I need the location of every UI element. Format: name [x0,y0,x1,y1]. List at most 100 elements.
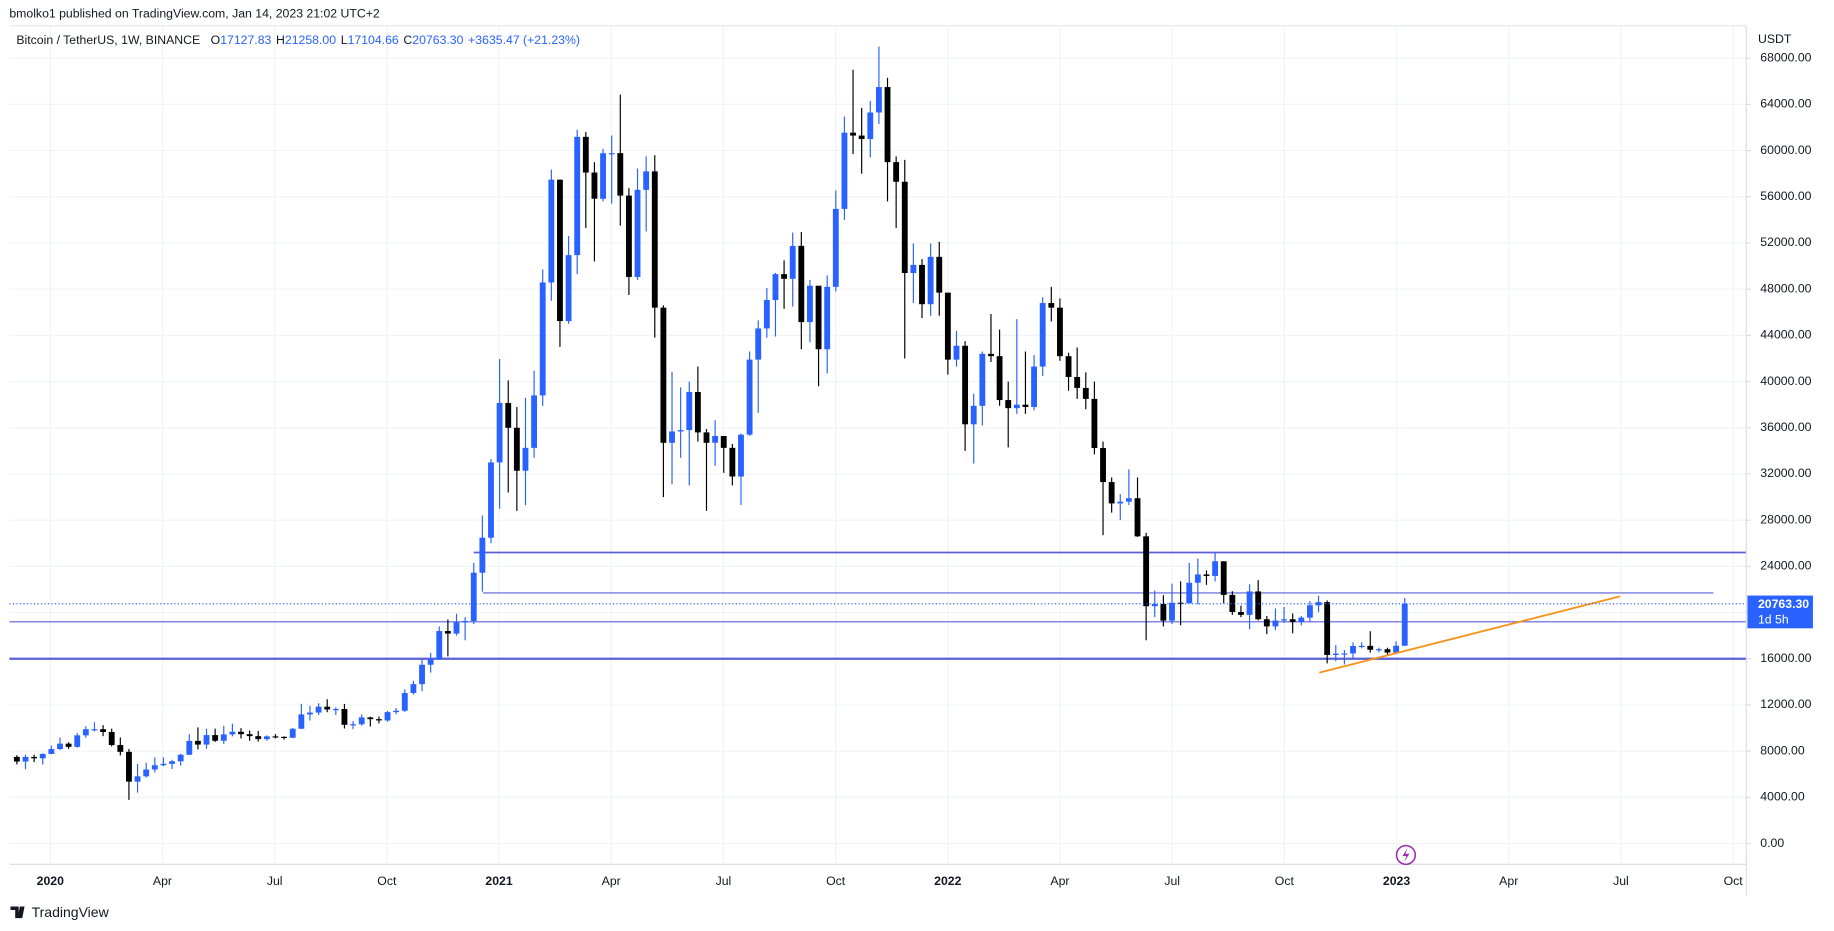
y-tick-label: 36000.00 [1760,420,1811,434]
candle-body [1108,482,1115,504]
candle-body [479,537,486,573]
candle-body [884,87,891,163]
x-tick-label: 2020 [37,874,64,888]
legend-key: H [276,33,285,47]
price-axis-unit: USDT [1758,32,1792,46]
y-tick-label: 56000.00 [1760,189,1811,203]
candle-body [1082,387,1089,399]
candle-body [1005,400,1012,409]
candle-body [729,447,736,477]
legend-value: 20763.30 [412,33,463,47]
candle-body [1048,303,1055,308]
candle-body [1212,561,1219,576]
candle-body [712,435,719,443]
countdown-label: 1d 5h [1758,612,1789,626]
candle-body [557,179,563,322]
y-tick-label: 40000.00 [1760,374,1811,388]
candle-body [979,353,986,406]
candle-body [48,749,55,754]
x-tick-label: 2022 [934,874,961,888]
candle-body [841,132,848,209]
candle-body [1013,404,1020,409]
candle-body [1289,619,1296,622]
candle-body [341,708,348,725]
candle-body [513,427,520,471]
candle-body [31,756,38,759]
candle-body [600,153,606,199]
candle-body [151,765,158,770]
legend-key: C [403,33,412,47]
candle-body [1229,594,1236,612]
candle-body [367,717,374,720]
x-tick-label: Apr [602,874,621,888]
candle-body [134,776,141,782]
candle-body [832,208,839,287]
candle-body [1375,649,1382,651]
candle-body [970,405,977,425]
y-tick-label: 28000.00 [1760,512,1811,526]
candle-body [1341,653,1348,655]
candle-body [453,622,460,634]
candle-body [807,285,813,323]
candle-body [57,743,63,750]
candle-body [436,631,443,660]
candle-body [169,761,175,764]
candle-body [548,179,555,283]
candle-body [539,282,546,396]
candle-body [1238,611,1244,615]
y-tick-label: 48000.00 [1760,281,1811,295]
candle-body [298,714,305,729]
y-tick-label: 44000.00 [1760,328,1811,342]
candle-body [350,724,356,726]
logo-text: TradingView [32,904,110,920]
candle-body [186,740,193,755]
x-tick-label: 2021 [485,874,512,888]
candle-body [246,734,253,737]
events-bolt [1402,847,1410,862]
x-tick-label: 2023 [1383,874,1410,888]
x-tick-label: Jul [716,874,732,888]
candle-body [625,195,632,277]
candle-body [617,153,624,196]
candle-body [582,136,589,173]
candle-body [203,735,210,745]
legend-key: L [341,33,348,47]
candle-body [255,736,262,740]
candle-body [160,763,167,766]
candle-body [384,712,391,721]
grid [9,25,1747,865]
candle-body [565,255,572,322]
x-tick-label: Jul [267,874,283,888]
events-icon[interactable] [1395,844,1417,866]
candle-body [358,717,365,725]
candle-body [117,745,124,752]
candle-body [1160,604,1167,621]
y-tick-label: 4000.00 [1760,790,1805,804]
candle-body [1255,591,1262,620]
candles [13,46,1408,800]
candle-body [1151,604,1158,607]
candle-body [1134,498,1141,537]
x-tick-label: Oct [826,874,846,888]
candle-body [910,264,917,274]
candle-body [1031,366,1037,407]
candle-body [850,132,856,136]
candle-body [1022,404,1029,407]
candle-body [410,684,417,694]
candle-body [1272,620,1279,627]
y-tick-label: 0.00 [1760,836,1784,850]
candle-body [720,435,727,448]
candle-body [143,769,150,777]
y-tick-label: 60000.00 [1760,143,1811,157]
candle-body [108,731,115,746]
candle-body [100,729,107,732]
candle-body [1393,645,1400,653]
legend-value: 17104.66 [348,33,399,47]
candle-body [427,659,434,665]
x-tick-label: Apr [1499,874,1518,888]
candle-body [669,431,675,443]
candle-body [488,462,494,538]
candle-body [376,719,382,721]
candle-body [772,274,779,301]
